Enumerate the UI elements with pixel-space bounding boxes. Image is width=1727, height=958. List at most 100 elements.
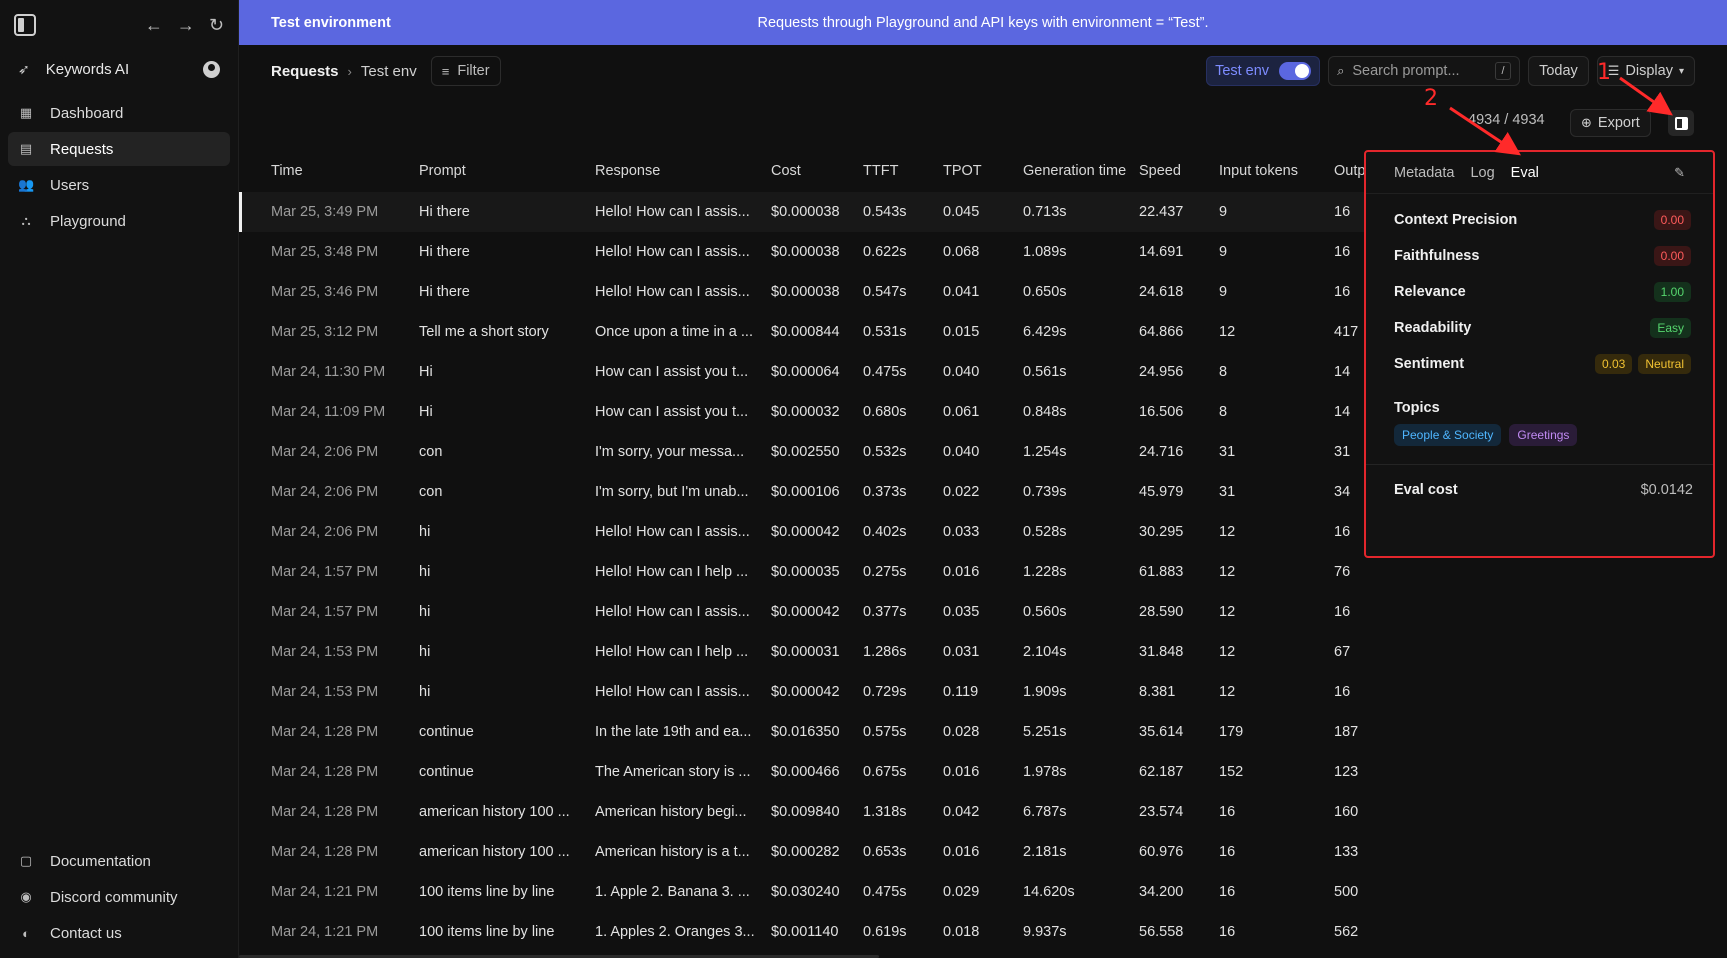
side-panel-toggle-button[interactable] bbox=[1668, 110, 1694, 136]
column-header[interactable]: Cost bbox=[771, 163, 801, 179]
table-cell: $0.000064 bbox=[771, 364, 840, 380]
table-row[interactable]: Mar 24, 1:28 PM continue The American stor… bbox=[239, 752, 1364, 792]
environment-banner: Test environment Requests through Playgr… bbox=[239, 0, 1727, 45]
table-cell: $0.000031 bbox=[771, 644, 840, 660]
filter-button[interactable]: ≡ Filter bbox=[430, 56, 501, 86]
metric-label: Relevance bbox=[1394, 284, 1466, 300]
table-cell: Mar 24, 2:06 PM bbox=[271, 444, 379, 460]
date-label: Today bbox=[1539, 63, 1578, 79]
account-icon[interactable] bbox=[203, 60, 220, 78]
table-row[interactable]: Mar 24, 2:06 PM con I'm sorry, but I'm una… bbox=[239, 472, 1364, 512]
table-cell: hi bbox=[419, 684, 431, 700]
table-row[interactable]: Mar 24, 1:57 PM hi Hello! How can I help .… bbox=[239, 552, 1364, 592]
playground-icon: ⛬ bbox=[21, 213, 31, 228]
table-row[interactable]: Mar 24, 1:21 PM 100 items line by line 1. … bbox=[239, 912, 1364, 952]
display-button[interactable]: ☰ Display ▾ bbox=[1596, 56, 1695, 86]
sidebar-link-contact-us[interactable]: ◐ Contact us bbox=[8, 916, 230, 950]
sliders-icon: ☰ bbox=[1607, 63, 1620, 78]
sidebar-item-playground[interactable]: ⛬ Playground bbox=[8, 204, 230, 238]
breadcrumb-separator-icon: › bbox=[347, 63, 352, 79]
table-cell: 31 bbox=[1219, 484, 1236, 500]
reload-icon[interactable]: ↻ bbox=[208, 14, 224, 35]
table-cell: Mar 25, 3:46 PM bbox=[271, 284, 379, 300]
table-row[interactable]: Mar 24, 2:06 PM hi Hello! How can I assis.… bbox=[239, 512, 1364, 552]
date-range-button[interactable]: Today bbox=[1528, 56, 1589, 86]
table-cell: 16.506 bbox=[1139, 404, 1184, 420]
column-header[interactable]: Speed bbox=[1139, 163, 1181, 179]
table-cell: 16 bbox=[1219, 844, 1236, 860]
table-row[interactable]: Mar 24, 2:06 PM con I'm sorry, your messa.… bbox=[239, 432, 1364, 472]
filter-icon: ≡ bbox=[441, 63, 450, 79]
table-cell: 0.675s bbox=[863, 764, 907, 780]
search-input[interactable]: ⌕ Search prompt... / bbox=[1328, 56, 1521, 86]
table-cell: 64.866 bbox=[1139, 324, 1184, 340]
table-row[interactable]: Mar 24, 11:30 PM Hi How can I assist you t… bbox=[239, 352, 1364, 392]
banner-title: Test environment bbox=[271, 14, 391, 31]
tab-metadata[interactable]: Metadata bbox=[1394, 164, 1455, 181]
table-cell: 12 bbox=[1219, 684, 1236, 700]
table-cell: 1.254s bbox=[1023, 444, 1067, 460]
table-row[interactable]: Mar 24, 1:57 PM hi Hello! How can I assis.… bbox=[239, 592, 1364, 632]
table-cell: 12 bbox=[1219, 644, 1236, 660]
table-cell: $0.016350 bbox=[771, 724, 840, 740]
table-cell: 0.622s bbox=[863, 244, 907, 260]
table-cell: Mar 24, 1:57 PM bbox=[271, 604, 379, 620]
column-header[interactable]: Outp bbox=[1334, 163, 1364, 179]
table-row[interactable]: Mar 25, 3:12 PM Tell me a short story Once… bbox=[239, 312, 1364, 352]
table-row[interactable]: Mar 24, 1:53 PM hi Hello! How can I assis.… bbox=[239, 672, 1364, 712]
metric-row: Relevance 1.00 bbox=[1394, 274, 1691, 310]
table-cell: Mar 24, 1:21 PM bbox=[271, 924, 379, 940]
table-cell: continue bbox=[419, 764, 474, 780]
table-row[interactable]: Mar 24, 1:28 PM american history 100 ... A… bbox=[239, 792, 1364, 832]
sidebar-item-users[interactable]: 👥 Users bbox=[8, 168, 230, 202]
table-cell: 24.716 bbox=[1139, 444, 1184, 460]
table-cell: Mar 24, 1:53 PM bbox=[271, 684, 379, 700]
metric-badge: 1.00 bbox=[1653, 282, 1691, 302]
column-header[interactable]: TTFT bbox=[863, 163, 899, 179]
breadcrumb-root[interactable]: Requests bbox=[271, 62, 339, 80]
horizontal-scrollbar[interactable] bbox=[239, 955, 879, 958]
table-row[interactable]: Mar 24, 1:53 PM hi Hello! How can I help .… bbox=[239, 632, 1364, 672]
table-cell: 62.187 bbox=[1139, 764, 1184, 780]
column-header[interactable]: Input tokens bbox=[1219, 163, 1298, 179]
forward-arrow-icon[interactable]: → bbox=[176, 14, 195, 35]
display-label: Display bbox=[1625, 63, 1673, 79]
table-row[interactable]: Mar 24, 11:09 PM Hi How can I assist you t… bbox=[239, 392, 1364, 432]
sidebar-item-dashboard[interactable]: ▦ Dashboard bbox=[8, 96, 230, 130]
table-cell: Hi there bbox=[419, 244, 470, 260]
sidebar-item-label: Dashboard bbox=[50, 104, 124, 122]
table-cell: $0.000042 bbox=[771, 604, 840, 620]
test-env-switch[interactable]: Test env bbox=[1206, 56, 1321, 86]
table-row[interactable]: Mar 24, 1:21 PM 100 items line by line 1. … bbox=[239, 872, 1364, 912]
table-row[interactable]: Mar 24, 1:28 PM continue In the late 19th … bbox=[239, 712, 1364, 752]
edit-icon[interactable]: ✎ bbox=[1674, 164, 1685, 180]
table-cell: 0.653s bbox=[863, 844, 907, 860]
metric-label: Faithfulness bbox=[1394, 248, 1480, 264]
tab-eval[interactable]: Eval bbox=[1510, 164, 1539, 181]
sidebar-link-discord-community[interactable]: ◉ Discord community bbox=[8, 880, 230, 914]
sidebar-link-documentation[interactable]: ▢ Documentation bbox=[8, 844, 230, 878]
column-header[interactable]: Response bbox=[595, 163, 661, 179]
column-header[interactable]: Prompt bbox=[419, 163, 466, 179]
export-icon: ⊕ bbox=[1581, 115, 1592, 130]
column-header[interactable]: Generation time bbox=[1023, 163, 1127, 179]
back-arrow-icon[interactable]: ← bbox=[144, 14, 163, 35]
table-cell: 0.028 bbox=[943, 724, 980, 740]
table-row[interactable]: Mar 25, 3:46 PM Hi there Hello! How can I … bbox=[239, 272, 1364, 312]
export-button[interactable]: ⊕ Export bbox=[1570, 109, 1651, 137]
table-cell: Hi bbox=[419, 364, 433, 380]
column-header[interactable]: Time bbox=[271, 163, 303, 179]
table-cell: Hello! How can I assis... bbox=[595, 192, 771, 232]
table-cell: Once upon a time in a ... bbox=[595, 324, 753, 340]
sidebar-toggle-icon[interactable] bbox=[14, 14, 36, 36]
column-header[interactable]: TPOT bbox=[943, 163, 982, 179]
sidebar-item-requests[interactable]: ▤ Requests bbox=[8, 132, 230, 166]
tab-log[interactable]: Log bbox=[1470, 164, 1495, 181]
env-toggle[interactable] bbox=[1279, 62, 1312, 80]
sidebar: ← → ↻ ➶ Keywords AI ▦ Dashboard ▤ Requests 👥… bbox=[0, 0, 239, 958]
org-switcher[interactable]: ➶ Keywords AI bbox=[0, 50, 238, 88]
table-cell: 0.575s bbox=[863, 724, 907, 740]
table-row[interactable]: Mar 25, 3:48 PM Hi there Hello! How can I … bbox=[239, 232, 1364, 272]
table-row[interactable]: Mar 25, 3:49 PM Hi there Hello! How can I … bbox=[239, 192, 1364, 232]
table-row[interactable]: Mar 24, 1:28 PM american history 100 ... A… bbox=[239, 832, 1364, 872]
